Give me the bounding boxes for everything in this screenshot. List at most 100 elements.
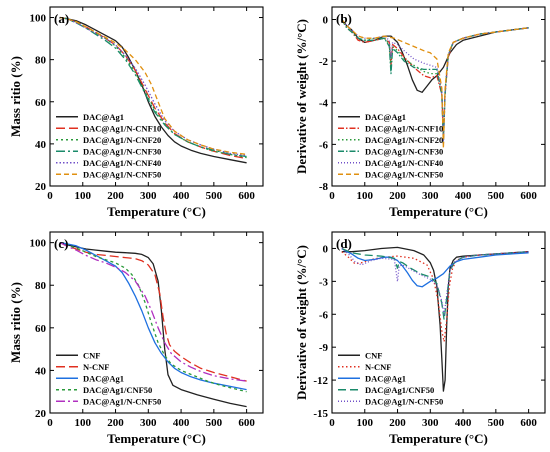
x-tick-label: 300	[140, 190, 157, 202]
panel-3: 0 100 200 300 400 500 600 -15 -12 -9 -6 -3 0 Temperat…	[294, 231, 546, 446]
series-line-5	[341, 19, 529, 150]
y-tick-label: 40	[35, 139, 47, 151]
x-tick-label: 500	[488, 417, 505, 429]
y-tick-label: 60	[35, 323, 47, 335]
y-axis-label: Derivative of weight (%/°C)	[294, 245, 309, 400]
series-line-0	[341, 19, 529, 93]
legend-label-4: DAC@Ag1/N-CNF40	[365, 158, 443, 168]
x-tick-label: 600	[520, 417, 537, 429]
x-tick-label: 400	[173, 190, 190, 202]
y-tick-label: -8	[319, 181, 329, 193]
y-tick-label: 0	[323, 14, 329, 26]
series-lines	[341, 246, 529, 392]
x-tick-label: 300	[422, 190, 439, 202]
x-tick-label: 0	[329, 190, 335, 202]
y-tick-label: -12	[313, 375, 328, 387]
legend-label-2: DAC@Ag1	[83, 373, 124, 383]
legend-label-1: DAC@Ag1/N-CNF10	[365, 123, 443, 133]
x-tick-label: 200	[107, 417, 124, 429]
series-line-4	[341, 19, 529, 146]
y-tick-label: -9	[319, 342, 329, 354]
y-axis-label: Mass ritio (%)	[8, 282, 23, 363]
legend-label-1: N-CNF	[83, 362, 109, 372]
y-tick-label: -15	[313, 408, 328, 420]
x-tick-label: 400	[455, 417, 472, 429]
x-tick-label: 100	[357, 417, 374, 429]
y-axis-label: Derivative of weight (%/°C)	[294, 19, 309, 174]
series-line-3	[59, 16, 247, 158]
legend-label-2: DAC@Ag1/N-CNF20	[83, 135, 161, 145]
legend-label-2: DAC@Ag1/N-CNF20	[365, 135, 443, 145]
y-tick-label: -6	[319, 139, 329, 151]
series-line-0	[59, 241, 247, 408]
x-tick-label: 500	[488, 190, 505, 202]
plot-frame	[331, 231, 546, 414]
x-axis-label: Temperature (°C)	[389, 431, 488, 446]
legend-label-4: DAC@Ag1/N-CNF50	[83, 396, 161, 406]
series-lines	[341, 19, 529, 150]
x-tick-label: 0	[47, 417, 53, 429]
y-tick-label: 80	[35, 280, 47, 292]
panel-label: (b)	[336, 11, 352, 26]
legend-label-0: DAC@Ag1	[83, 112, 124, 122]
x-tick-label: 300	[422, 417, 439, 429]
series-lines	[59, 241, 247, 408]
x-axis-label: Temperature (°C)	[107, 431, 206, 446]
y-tick-label: 20	[35, 181, 47, 193]
series-line-5	[59, 16, 247, 156]
legend-label-0: DAC@Ag1	[365, 112, 406, 122]
x-axis-label: Temperature (°C)	[389, 204, 488, 219]
series-line-0	[59, 16, 247, 164]
y-axis-label: Mass ritio (%)	[8, 56, 23, 137]
legend-label-4: DAC@Ag1/N-CNF40	[83, 158, 161, 168]
series-line-3	[59, 241, 247, 393]
legend-label-3: DAC@Ag1/N-CNF30	[365, 146, 443, 156]
x-tick-label: 200	[389, 417, 406, 429]
series-line-2	[341, 247, 529, 288]
x-tick-label: 500	[206, 417, 223, 429]
y-tick-label: 40	[35, 365, 47, 377]
x-tick-label: 0	[329, 417, 335, 429]
panel-2: 0 100 200 300 400 500 600 20 40 60 80 100 Temperatur…	[8, 231, 264, 446]
x-tick-label: 100	[75, 417, 92, 429]
plot-frame	[49, 231, 264, 414]
y-tick-label: 80	[35, 55, 47, 67]
series-line-0	[341, 246, 529, 392]
panel-label: (d)	[336, 236, 352, 251]
panel-1: 0 100 200 300 400 500 600 -8 -6 -4 -2 0 Temperature …	[294, 6, 546, 219]
plot-frame	[49, 6, 264, 187]
y-tick-label: 0	[323, 243, 329, 255]
x-tick-label: 600	[520, 190, 537, 202]
legend: DAC@Ag1DAC@Ag1/N-CNF10DAC@Ag1/N-CNF20DAC…	[56, 112, 161, 179]
series-line-2	[59, 241, 247, 391]
x-tick-label: 100	[75, 190, 92, 202]
panel-label: (a)	[54, 11, 69, 26]
y-tick-label: 100	[30, 238, 47, 250]
x-tick-label: 200	[107, 190, 124, 202]
legend-label-4: DAC@Ag1/N-CNF50	[365, 396, 443, 406]
x-tick-label: 300	[140, 417, 157, 429]
legend-label-3: DAC@Ag1/CNF50	[83, 385, 152, 395]
series-line-1	[341, 251, 529, 343]
x-tick-label: 600	[238, 190, 255, 202]
legend-label-3: DAC@Ag1/N-CNF30	[83, 146, 161, 156]
series-line-4	[59, 242, 247, 382]
y-tick-label: -4	[319, 98, 329, 110]
x-tick-label: 600	[238, 417, 255, 429]
legend-label-0: CNF	[365, 350, 382, 360]
panel-label: (c)	[54, 236, 68, 251]
y-tick-label: -6	[319, 309, 329, 321]
x-tick-label: 100	[357, 190, 374, 202]
y-tick-label: -2	[319, 56, 329, 68]
legend-label-5: DAC@Ag1/N-CNF50	[365, 169, 443, 179]
x-tick-label: 500	[206, 190, 223, 202]
legend: DAC@Ag1DAC@Ag1/N-CNF10DAC@Ag1/N-CNF20DAC…	[338, 112, 443, 179]
y-tick-label: 60	[35, 97, 47, 109]
legend-label-0: CNF	[83, 350, 100, 360]
y-tick-label: 20	[35, 408, 47, 420]
series-lines	[59, 16, 247, 164]
legend-label-5: DAC@Ag1/N-CNF50	[83, 169, 161, 179]
